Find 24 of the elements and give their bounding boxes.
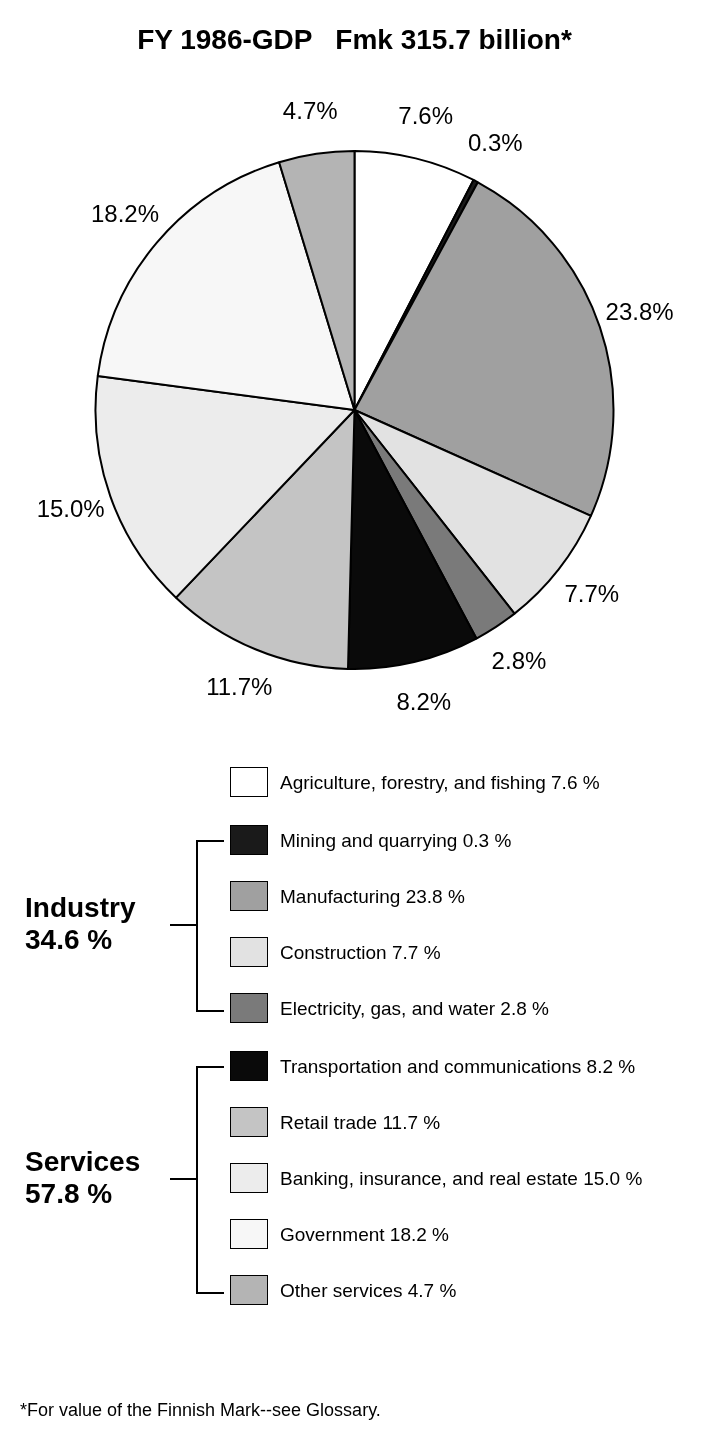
data-label: 8.2% [396, 687, 452, 715]
text: Services 57.8 % [25, 1146, 141, 1210]
legend-label: Electricity, gas, and water 2.8 % [280, 997, 549, 1019]
legend-label: Banking, insurance, and real estate 15.0 % [280, 1167, 643, 1189]
data-label: 7.7% [564, 579, 620, 607]
text: Industry 34.6 % [25, 892, 136, 956]
text: *For value of the Finnish Mark--see Glossary. [20, 1400, 381, 1421]
legend-label: Transportation and communications 8.2 % [280, 1055, 636, 1077]
legend-label: Mining and quarrying 0.3 % [280, 829, 512, 851]
legend-label: Other services 4.7 % [280, 1279, 457, 1301]
data-label: 15.0% [36, 494, 105, 522]
data-label: 7.6% [398, 102, 454, 130]
chart-title: FY 1986-GDP Fmk 315.7 billion* [136, 24, 573, 56]
legend-label: Agriculture, forestry, and fishing 7.6 % [280, 771, 600, 793]
data-label: 0.3% [468, 128, 523, 156]
legend-label: Manufacturing 23.8 % [280, 885, 465, 907]
legend-label: Retail trade 11.7 % [280, 1111, 441, 1133]
data-label: 4.7% [282, 96, 338, 124]
data-label: 2.8% [491, 646, 547, 674]
data-label: 23.8% [605, 298, 674, 326]
data-label: 18.2% [90, 199, 160, 227]
data-label: 11.7% [206, 672, 273, 700]
legend-label: Construction 7.7 % [280, 941, 441, 963]
legend-label: Government 18.2 % [280, 1223, 449, 1245]
